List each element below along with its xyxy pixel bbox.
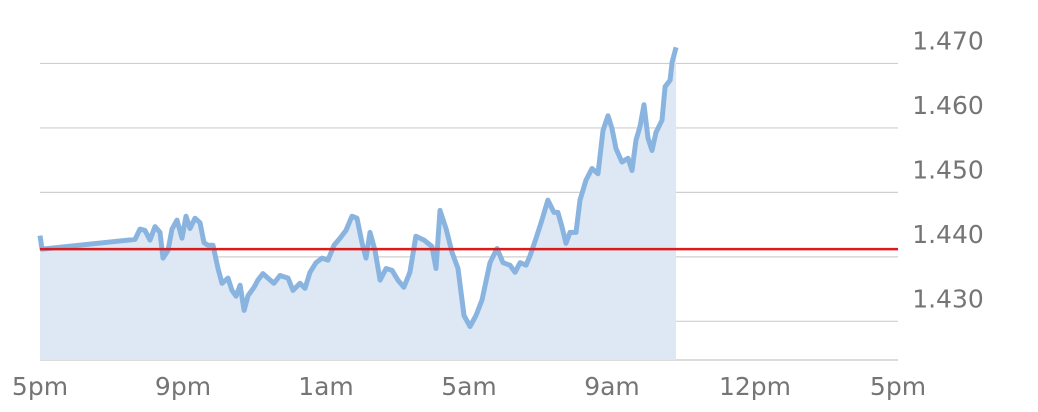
price-line bbox=[37, 46, 679, 329]
x-tick-label: 5pm bbox=[12, 372, 68, 401]
y-tick-label: 1.440 bbox=[912, 220, 984, 249]
y-tick-label: 1.430 bbox=[912, 284, 984, 313]
x-tick-label: 5am bbox=[441, 372, 497, 401]
y-tick-label: 1.450 bbox=[912, 155, 984, 184]
x-tick-label: 1am bbox=[298, 372, 354, 401]
area-fill bbox=[40, 47, 677, 361]
x-tick-label: 12pm bbox=[719, 372, 791, 401]
x-tick-label: 9pm bbox=[155, 372, 211, 401]
y-tick-label: 1.470 bbox=[912, 26, 984, 55]
x-tick-label: 9am bbox=[584, 372, 640, 401]
x-tick-label: 5pm bbox=[870, 372, 926, 401]
y-tick-label: 1.460 bbox=[912, 91, 984, 120]
